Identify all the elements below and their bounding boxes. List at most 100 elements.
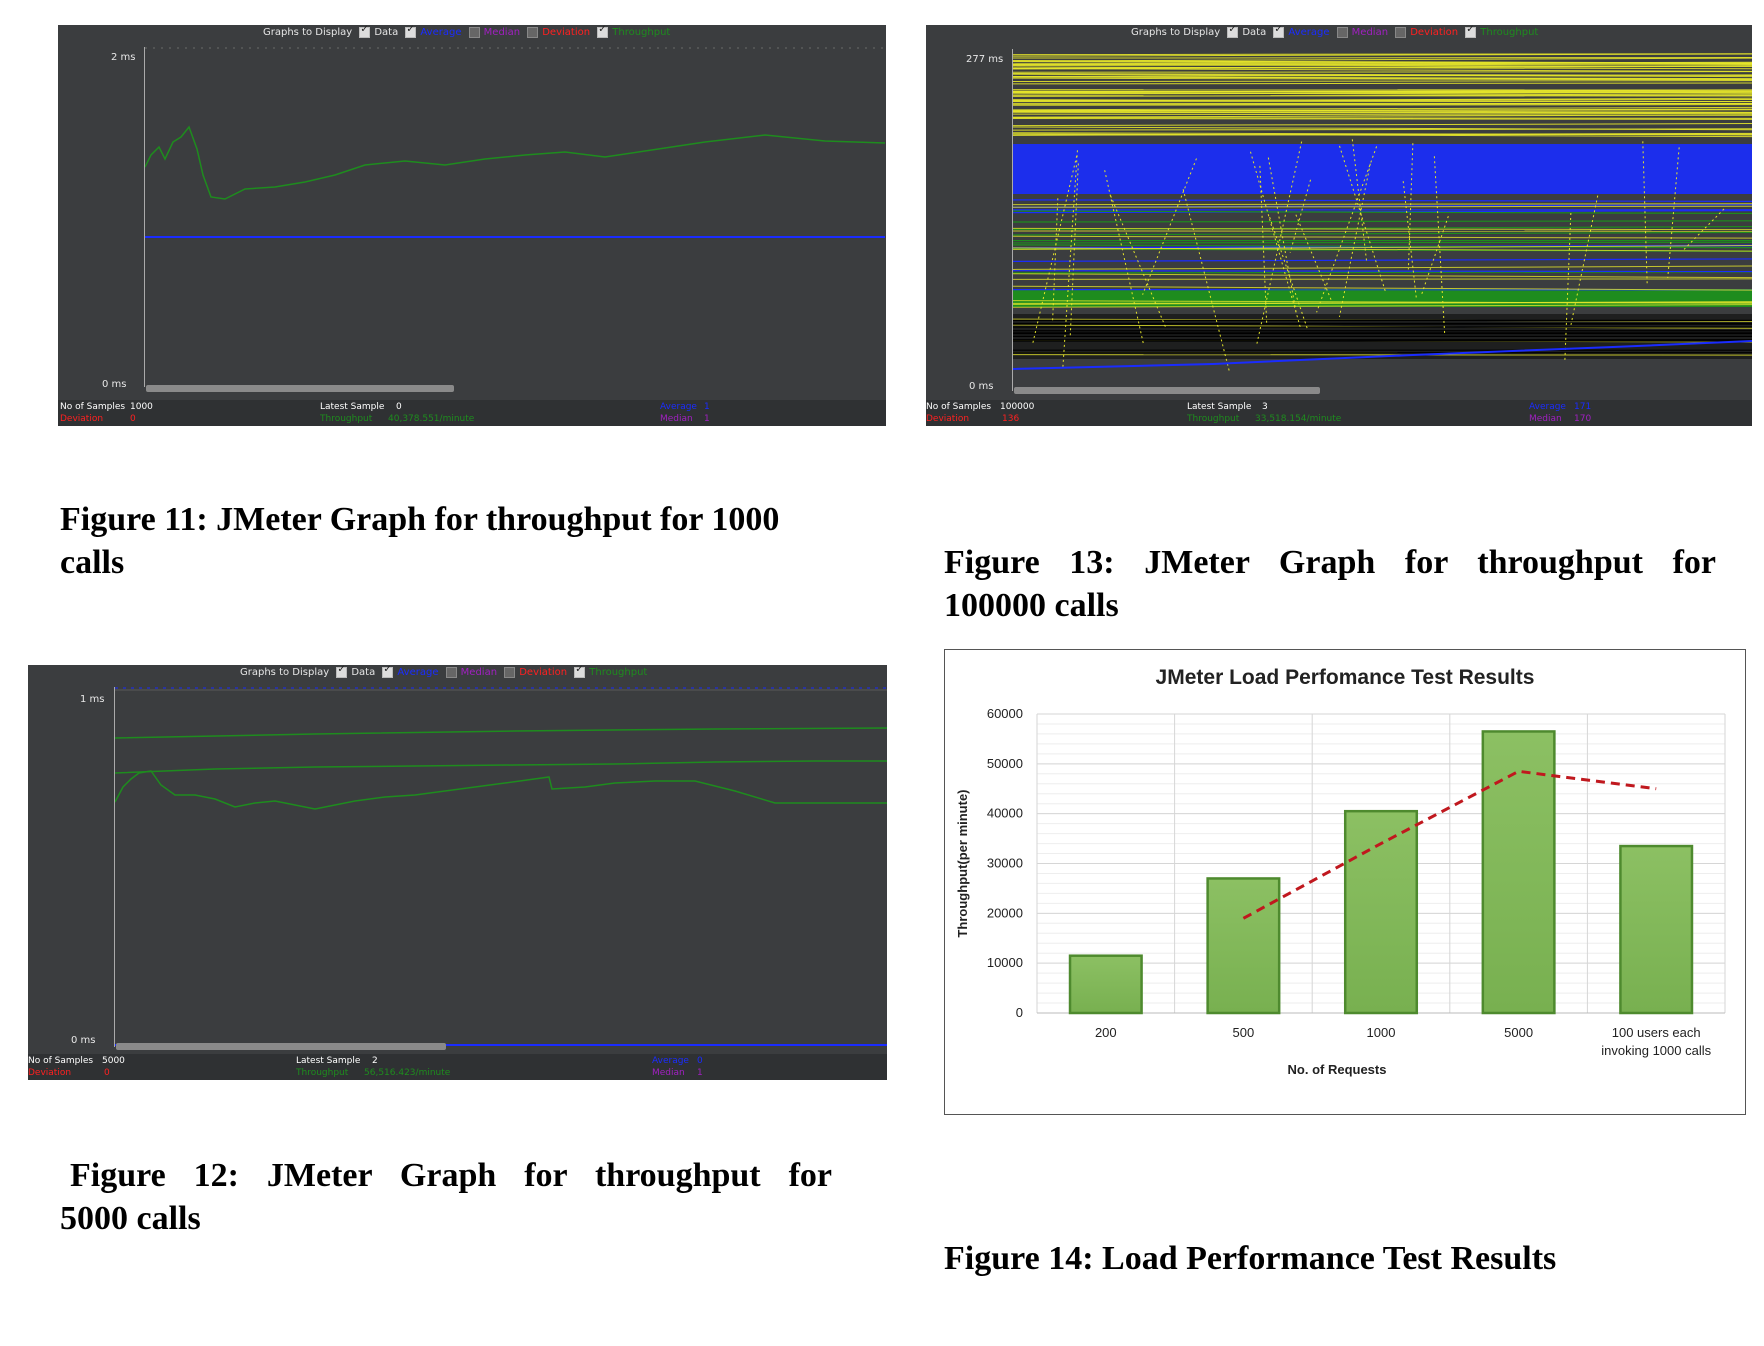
data-label: Data — [1242, 27, 1267, 38]
series-streak — [1013, 241, 1752, 244]
series-streak — [1013, 210, 1752, 215]
deviation-checkbox[interactable] — [527, 27, 539, 38]
data-streak — [1013, 109, 1752, 113]
bar — [1068, 954, 1143, 1015]
data-streak — [1013, 304, 1752, 308]
jmeter-graph-5000-calls: Graphs to Display Data Average Median De… — [28, 665, 887, 1080]
bar-chart-svg: 0 10000 20000 30000 40000 50000 60000 200 500 100… — [955, 666, 1726, 1077]
x-axis-title: No. of Requests — [1288, 1062, 1387, 1077]
deviation-value: 0 — [104, 1068, 110, 1078]
median-stat-value: 1 — [697, 1068, 703, 1078]
throughput-line-upper — [115, 727, 887, 739]
latest-sample-value: 3 — [1262, 402, 1268, 412]
average-stat-label: Average — [1529, 402, 1566, 412]
y-tick-label: 0 — [1016, 1005, 1023, 1020]
data-streak — [1013, 227, 1752, 231]
y-axis-min-label: 0 ms — [71, 1035, 96, 1046]
samples-label: No of Samples — [60, 402, 126, 412]
deviation-label: Deviation — [60, 414, 104, 424]
average-stat-value: 1 — [704, 402, 710, 412]
series-streak — [1013, 258, 1752, 263]
data-streak — [1013, 67, 1752, 72]
data-scatter-trace — [1052, 198, 1059, 321]
series-streak — [1013, 199, 1752, 202]
median-checkbox[interactable] — [445, 667, 457, 678]
median-label: Median — [460, 667, 498, 678]
data-scatter-trace — [1351, 139, 1368, 262]
throughput-stat-value: 56,516.423/minute — [364, 1068, 451, 1078]
data-streak — [1013, 77, 1752, 81]
throughput-checkbox[interactable] — [597, 25, 609, 38]
series-streak — [1013, 270, 1752, 273]
average-stat-label: Average — [652, 1056, 689, 1066]
deviation-checkbox[interactable] — [504, 667, 516, 678]
deviation-label: Deviation — [28, 1068, 72, 1078]
y-tick-label: 20000 — [987, 905, 1023, 920]
figure-11-caption-line1: Figure 11: JMeter Graph for throughput f… — [60, 501, 780, 538]
data-streak — [1013, 132, 1752, 136]
data-streak — [1013, 82, 1752, 85]
throughput-checkbox[interactable] — [1465, 25, 1477, 38]
graph-plot-area — [1012, 49, 1752, 391]
data-streak — [1013, 57, 1752, 59]
average-checkbox[interactable] — [405, 25, 417, 38]
data-scatter-trace — [1407, 143, 1414, 270]
data-streak — [1013, 80, 1752, 83]
data-streak — [1013, 117, 1752, 119]
average-checkbox[interactable] — [1273, 25, 1285, 38]
figure-12-caption-line2: 5000 calls — [60, 1200, 201, 1237]
samples-label: No of Samples — [28, 1056, 94, 1066]
throughput-label: Throughput — [589, 667, 648, 678]
median-checkbox[interactable] — [1336, 27, 1348, 38]
graphs-to-display-bar: Graphs to Display Data Average Median De… — [1131, 25, 1542, 41]
series-streak — [1013, 271, 1752, 274]
data-checkbox[interactable] — [1227, 25, 1239, 38]
figure-13-caption-line2: 100000 calls — [944, 587, 1119, 624]
horizontal-scrollbar[interactable] — [146, 385, 454, 392]
data-streak — [1013, 57, 1752, 62]
data-scatter-trace — [1110, 195, 1167, 329]
figure-12-caption: Figure 12: JMeter Graph for throughput f… — [60, 1154, 832, 1240]
data-scatter-trace — [1032, 155, 1078, 344]
average-label: Average — [1288, 27, 1330, 38]
throughput-checkbox[interactable] — [574, 665, 586, 678]
horizontal-scrollbar[interactable] — [1014, 387, 1320, 394]
average-checkbox[interactable] — [382, 665, 394, 678]
bar — [1206, 877, 1281, 1015]
samples-value: 5000 — [102, 1056, 125, 1066]
graphs-to-display-bar: Graphs to Display Data Average Median De… — [263, 25, 674, 41]
y-axis-title: Throughput(per minute) — [955, 789, 970, 937]
bar — [1343, 809, 1419, 1015]
data-streak — [1013, 111, 1752, 114]
figure-14-caption-text: Figure 14: Load Performance Test Results — [944, 1240, 1557, 1277]
latest-sample-value: 2 — [372, 1056, 378, 1066]
data-streak — [1013, 247, 1752, 252]
throughput-label: Throughput — [1480, 27, 1539, 38]
x-tick-label: invoking 1000 calls — [1601, 1043, 1711, 1058]
series-streak — [1013, 244, 1752, 249]
latest-sample-value: 0 — [396, 402, 402, 412]
x-tick-label: 100 users each — [1612, 1025, 1701, 1040]
data-checkbox[interactable] — [359, 25, 371, 38]
figure-14-caption: Figure 14: Load Performance Test Results — [944, 1237, 1744, 1280]
deviation-label: Deviation — [926, 414, 970, 424]
horizontal-scrollbar[interactable] — [116, 1043, 446, 1050]
data-checkbox[interactable] — [336, 665, 348, 678]
data-scatter-trace — [1570, 195, 1599, 326]
data-streak — [1013, 53, 1752, 57]
deviation-checkbox[interactable] — [1395, 27, 1407, 38]
y-axis-min-label: 0 ms — [102, 379, 127, 390]
median-label: Median — [483, 27, 521, 38]
median-checkbox[interactable] — [468, 27, 480, 38]
data-streak — [1013, 123, 1752, 127]
average-label: Average — [397, 667, 439, 678]
median-stat-label: Median — [1529, 414, 1562, 424]
throughput-stat-value: 33,518.154/minute — [1255, 414, 1342, 424]
throughput-stat-label: Throughput — [320, 414, 373, 424]
data-scatter-trace — [1642, 141, 1648, 286]
data-streak — [1013, 97, 1752, 102]
trendline — [1242, 769, 1657, 920]
deviation-label: Deviation — [519, 667, 568, 678]
x-tick-label: 1000 — [1367, 1025, 1396, 1040]
y-axis-max-label: 277 ms — [966, 54, 1004, 65]
